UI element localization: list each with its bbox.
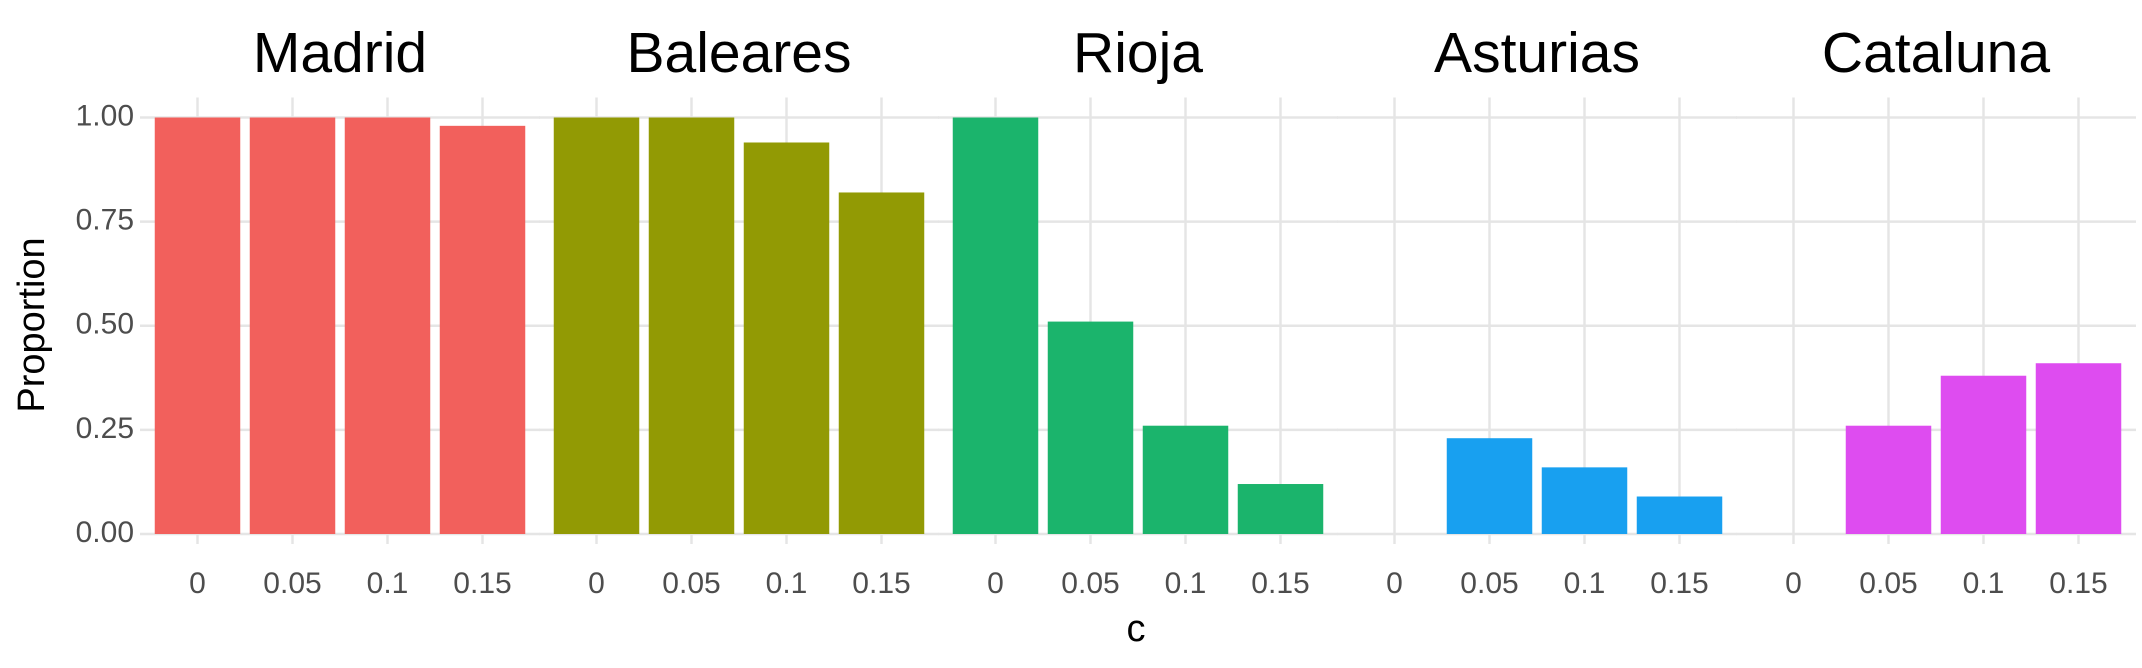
bar (439, 125, 526, 534)
bar (838, 192, 925, 534)
x-tick-label: 0.15 (1650, 567, 1708, 600)
x-tick-label: 0.05 (662, 567, 720, 600)
x-tick-label: 0.1 (1165, 567, 1207, 600)
y-tick-label: 0.75 (76, 204, 134, 237)
y-axis-title: Proportion (11, 237, 53, 412)
facet-title: Baleares (627, 21, 852, 85)
bar (1541, 467, 1628, 534)
bar (1636, 496, 1723, 534)
x-tick-label: 0.15 (2049, 567, 2107, 600)
x-tick-label: 0.15 (852, 567, 910, 600)
facet-title: Asturias (1434, 21, 1640, 85)
x-axis-title: c (1127, 608, 1146, 650)
y-tick-label: 1.00 (76, 99, 134, 132)
bar (1047, 321, 1134, 534)
facet-title: Cataluna (1822, 21, 2050, 85)
bar (154, 117, 241, 534)
x-tick-label: 0.1 (1564, 567, 1606, 600)
bar (2035, 363, 2122, 534)
x-tick-label: 0.15 (453, 567, 511, 600)
x-tick-label: 0.05 (1460, 567, 1518, 600)
bar (743, 142, 830, 535)
x-tick-label: 0.1 (367, 567, 409, 600)
bar (1940, 375, 2027, 534)
bar (648, 117, 735, 534)
x-tick-label: 0 (987, 567, 1004, 600)
x-tick-label: 0 (588, 567, 605, 600)
x-tick-label: 0.1 (766, 567, 808, 600)
x-tick-label: 0.05 (263, 567, 321, 600)
bar (1845, 425, 1932, 534)
bar (1142, 425, 1229, 534)
bar (1446, 438, 1533, 534)
x-tick-label: 0 (189, 567, 206, 600)
x-tick-label: 0 (1785, 567, 1802, 600)
y-tick-label: 0.25 (76, 412, 134, 445)
x-tick-label: 0.15 (1251, 567, 1309, 600)
bar (249, 117, 336, 534)
bar (344, 117, 431, 534)
bar (553, 117, 640, 534)
bar (1237, 484, 1324, 534)
y-tick-label: 0.00 (76, 516, 134, 549)
bar (952, 117, 1039, 534)
y-tick-label: 0.50 (76, 308, 134, 341)
x-tick-label: 0.1 (1963, 567, 2005, 600)
facet-title: Rioja (1073, 21, 1203, 85)
x-tick-label: 0.05 (1061, 567, 1119, 600)
x-tick-label: 0 (1386, 567, 1403, 600)
facet-title: Madrid (253, 21, 427, 85)
x-tick-label: 0.05 (1859, 567, 1917, 600)
